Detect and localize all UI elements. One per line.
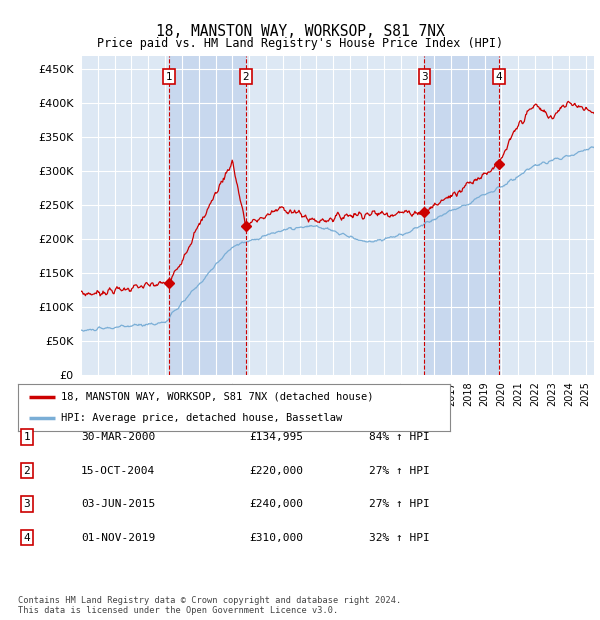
Text: £310,000: £310,000 xyxy=(249,533,303,542)
Text: HPI: Average price, detached house, Bassetlaw: HPI: Average price, detached house, Bass… xyxy=(61,414,343,423)
Text: 27% ↑ HPI: 27% ↑ HPI xyxy=(369,466,430,476)
Bar xyxy=(169,56,245,375)
Text: £240,000: £240,000 xyxy=(249,499,303,509)
Text: 4: 4 xyxy=(496,71,502,82)
Text: 30-MAR-2000: 30-MAR-2000 xyxy=(81,432,155,442)
Text: 27% ↑ HPI: 27% ↑ HPI xyxy=(369,499,430,509)
Text: 4: 4 xyxy=(23,533,31,542)
Text: 2: 2 xyxy=(242,71,249,82)
Text: 2: 2 xyxy=(23,466,31,476)
Text: 3: 3 xyxy=(23,499,31,509)
Text: 32% ↑ HPI: 32% ↑ HPI xyxy=(369,533,430,542)
Text: 01-NOV-2019: 01-NOV-2019 xyxy=(81,533,155,542)
Text: 18, MANSTON WAY, WORKSOP, S81 7NX: 18, MANSTON WAY, WORKSOP, S81 7NX xyxy=(155,24,445,38)
Text: 1: 1 xyxy=(23,432,31,442)
Text: 18, MANSTON WAY, WORKSOP, S81 7NX (detached house): 18, MANSTON WAY, WORKSOP, S81 7NX (detac… xyxy=(61,392,374,402)
Text: Contains HM Land Registry data © Crown copyright and database right 2024.
This d: Contains HM Land Registry data © Crown c… xyxy=(18,596,401,615)
Text: 84% ↑ HPI: 84% ↑ HPI xyxy=(369,432,430,442)
Text: 03-JUN-2015: 03-JUN-2015 xyxy=(81,499,155,509)
Text: £220,000: £220,000 xyxy=(249,466,303,476)
Text: 3: 3 xyxy=(421,71,428,82)
Text: 15-OCT-2004: 15-OCT-2004 xyxy=(81,466,155,476)
Bar xyxy=(424,56,499,375)
Text: £134,995: £134,995 xyxy=(249,432,303,442)
Text: 1: 1 xyxy=(166,71,173,82)
Text: Price paid vs. HM Land Registry's House Price Index (HPI): Price paid vs. HM Land Registry's House … xyxy=(97,37,503,50)
